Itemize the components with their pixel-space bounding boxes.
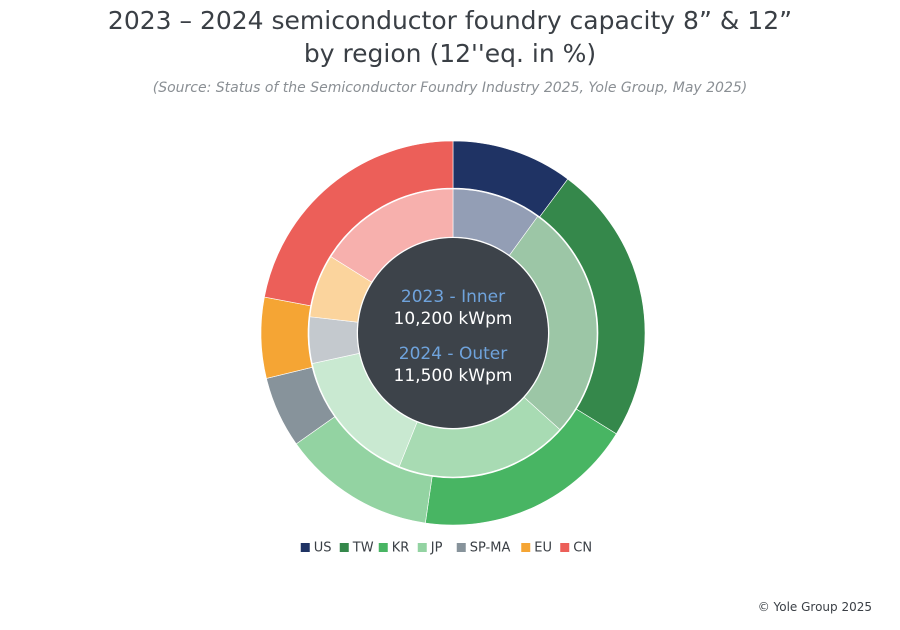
center-series-name: 2023 - Inner (401, 287, 505, 307)
footer: © Yole Group 2025 (757, 600, 872, 614)
legend-swatch (417, 543, 427, 552)
center-disc (358, 238, 548, 428)
center-total: 10,200 kWpm (394, 309, 513, 329)
legend-label: KR (392, 541, 410, 556)
legend-swatch (378, 543, 388, 552)
legend-item: CN (560, 541, 592, 556)
center-series-name: 2024 - Outer (399, 344, 507, 364)
legend-label: TW (352, 541, 374, 556)
center-total: 11,500 kWpm (394, 366, 513, 386)
ring-segment (260, 296, 313, 379)
ring-segment (330, 188, 454, 283)
legend-item: SP-MA (456, 541, 511, 556)
legend-item: EU (521, 541, 552, 556)
legend-label: CN (573, 541, 592, 556)
chart-title: 2023 – 2024 semiconductor foundry capaci… (107, 6, 793, 68)
ring-segment (509, 216, 598, 431)
legend-item: KR (378, 541, 410, 556)
legend-item: US (300, 541, 332, 556)
ring-segment (264, 140, 454, 307)
legend-label: EU (534, 541, 552, 556)
legend-swatch (339, 543, 349, 552)
legend-swatch (560, 543, 570, 552)
legend-item: JP (417, 541, 443, 556)
legend-swatch (521, 543, 531, 552)
legend-label: JP (430, 541, 443, 556)
chart-subtitle: (Source: Status of the Semiconductor Fou… (152, 80, 748, 96)
legend-swatch (300, 543, 310, 552)
legend-label: US (314, 541, 332, 556)
legend-item: TW (339, 541, 374, 556)
legend-swatch (456, 543, 466, 552)
legend-label: SP-MA (470, 541, 511, 556)
